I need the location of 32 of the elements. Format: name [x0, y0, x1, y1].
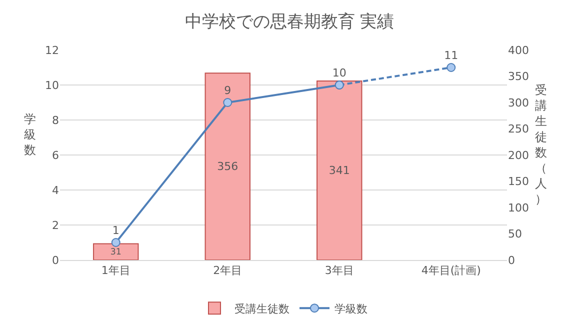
x-tick-label: 3年目 — [324, 264, 354, 278]
y2-tick-label: 50 — [508, 228, 522, 241]
data-label: 341 — [328, 164, 350, 177]
legend-label: 学級数 — [334, 302, 368, 316]
y2-tick-label: 400 — [508, 44, 529, 57]
y-tick-label: 4 — [52, 184, 59, 197]
y-tick-label: 0 — [52, 254, 59, 267]
y2-tick-label: 300 — [508, 96, 529, 110]
y-tick-label: 10 — [45, 78, 59, 92]
data-label: 356 — [217, 160, 238, 174]
x-tick-label: 2年目 — [213, 264, 242, 278]
y2-tick-label: 250 — [508, 122, 529, 136]
data-label: 31 — [110, 248, 122, 258]
y-tick-label: 2 — [52, 218, 59, 232]
data-label: 9 — [224, 84, 232, 97]
data-label: 11 — [444, 48, 458, 62]
y2-axis-title: 受講生徒数（人） — [535, 83, 547, 206]
x-tick-label: 1年目 — [101, 264, 130, 278]
y-tick-label: 12 — [45, 44, 59, 57]
y2-tick-label: 100 — [508, 201, 529, 214]
y-axis-title: 学級数 — [24, 112, 36, 158]
data-label: 10 — [332, 66, 346, 80]
y-tick-label: 6 — [52, 148, 59, 162]
y2-tick-label: 0 — [508, 254, 515, 267]
y2-tick-label: 150 — [508, 175, 529, 188]
x-tick-label: 4年目(計画) — [421, 264, 481, 278]
legend-label: 受講生徒数 — [234, 302, 290, 316]
chart-title: 中学校での思春期教育 実績 — [184, 12, 394, 32]
y2-tick-label: 350 — [508, 70, 529, 84]
data-label: 1 — [112, 224, 120, 237]
y-tick-label: 8 — [52, 114, 59, 127]
y2-tick-label: 200 — [508, 148, 529, 162]
